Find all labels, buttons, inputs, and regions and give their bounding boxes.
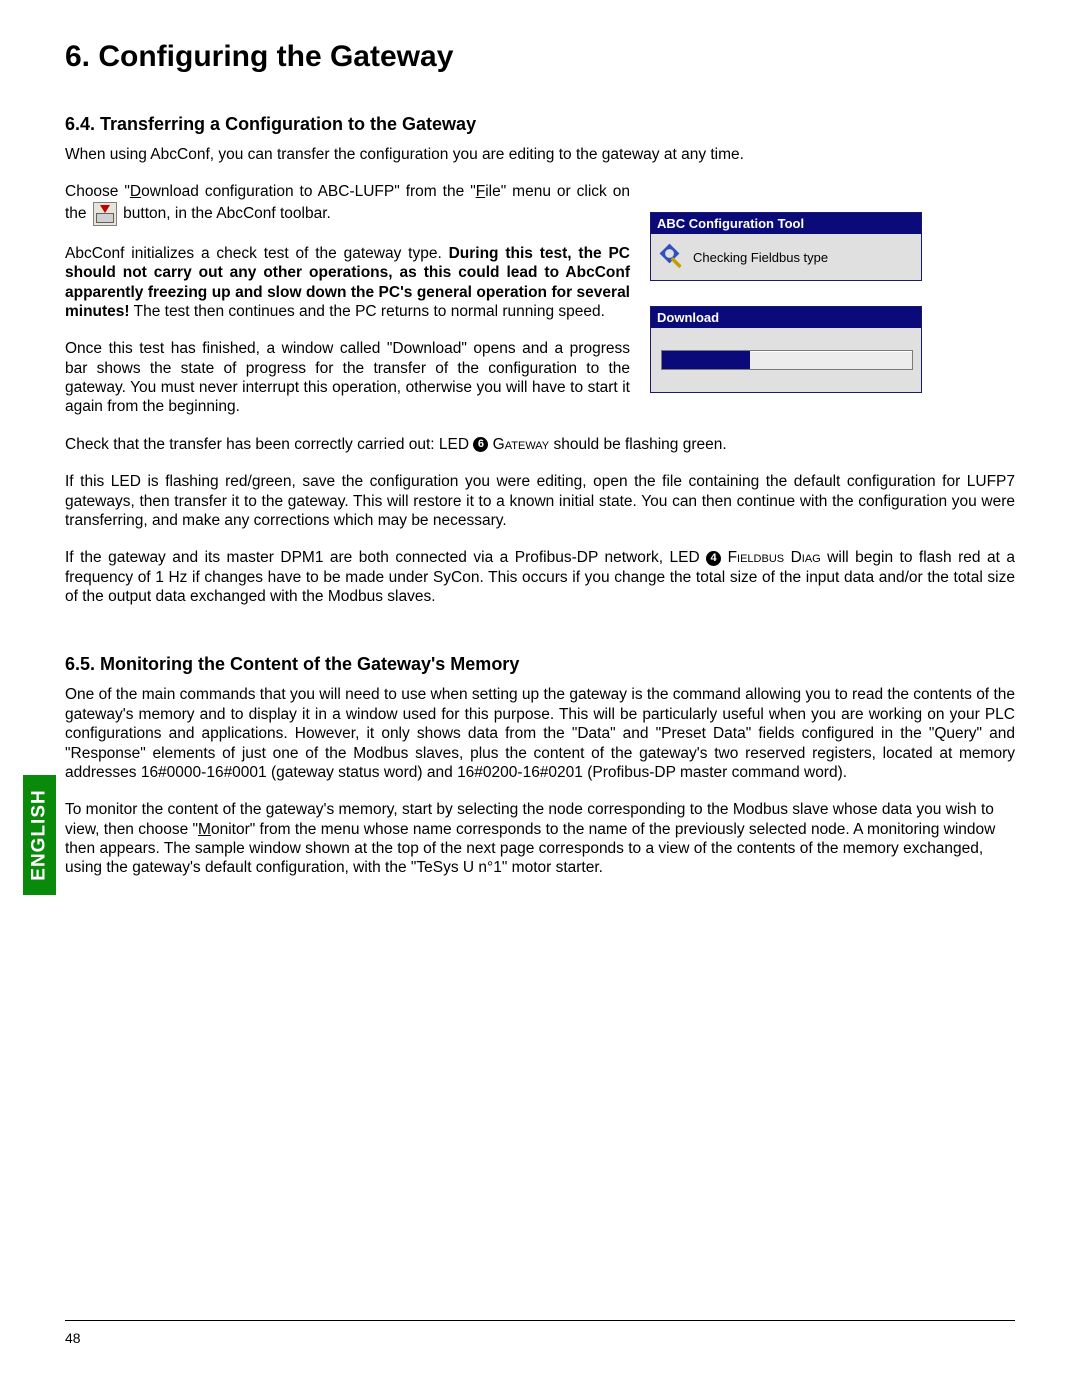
page-content: ENGLISH 6. Configuring the Gateway 6.4. … xyxy=(65,40,1015,896)
footer-rule xyxy=(65,1320,1015,1321)
led-6-icon: 6 xyxy=(473,437,488,452)
paragraph-led-check: Check that the transfer has been correct… xyxy=(65,435,1015,454)
chapter-title: 6. Configuring the Gateway xyxy=(65,40,1015,74)
progress-fill xyxy=(662,351,750,369)
config-wrench-icon xyxy=(659,243,687,271)
paragraph-monitor-howto: To monitor the content of the gateway's … xyxy=(65,800,1015,878)
download-toolbar-icon xyxy=(93,202,117,226)
download-window: Download xyxy=(650,306,922,393)
download-body xyxy=(651,328,921,392)
led-4-icon: 4 xyxy=(706,551,721,566)
paragraph-download-window: Once this test has finished, a window ca… xyxy=(65,339,630,417)
progress-bar xyxy=(661,350,913,370)
download-titlebar: Download xyxy=(651,307,921,328)
right-column: ABC Configuration Tool Checking Fieldbus… xyxy=(650,182,930,434)
checking-fieldbus-text: Checking Fieldbus type xyxy=(693,250,828,265)
paragraph-intro: When using AbcConf, you can transfer the… xyxy=(65,145,1015,164)
abc-config-titlebar: ABC Configuration Tool xyxy=(651,213,921,234)
paragraph-dpm1: If the gateway and its master DPM1 are b… xyxy=(65,548,1015,606)
language-tab: ENGLISH xyxy=(23,775,56,895)
paragraph-check-test: AbcConf initializes a check test of the … xyxy=(65,244,630,322)
section-6-5-title: 6.5. Monitoring the Content of the Gatew… xyxy=(65,654,1015,675)
language-label: ENGLISH xyxy=(29,789,51,880)
paragraph-led-flashing: If this LED is flashing red/green, save … xyxy=(65,472,1015,530)
section-6-4-title: 6.4. Transferring a Configuration to the… xyxy=(65,114,1015,135)
page-number: 48 xyxy=(65,1330,81,1346)
abc-config-tool-window: ABC Configuration Tool Checking Fieldbus… xyxy=(650,212,922,281)
abc-config-body: Checking Fieldbus type xyxy=(651,234,921,280)
paragraph-monitor-intro: One of the main commands that you will n… xyxy=(65,685,1015,782)
paragraph-choose: Choose "Download configuration to ABC-LU… xyxy=(65,182,630,225)
left-column: Choose "Download configuration to ABC-LU… xyxy=(65,182,630,434)
two-column-region: Choose "Download configuration to ABC-LU… xyxy=(65,182,1015,434)
